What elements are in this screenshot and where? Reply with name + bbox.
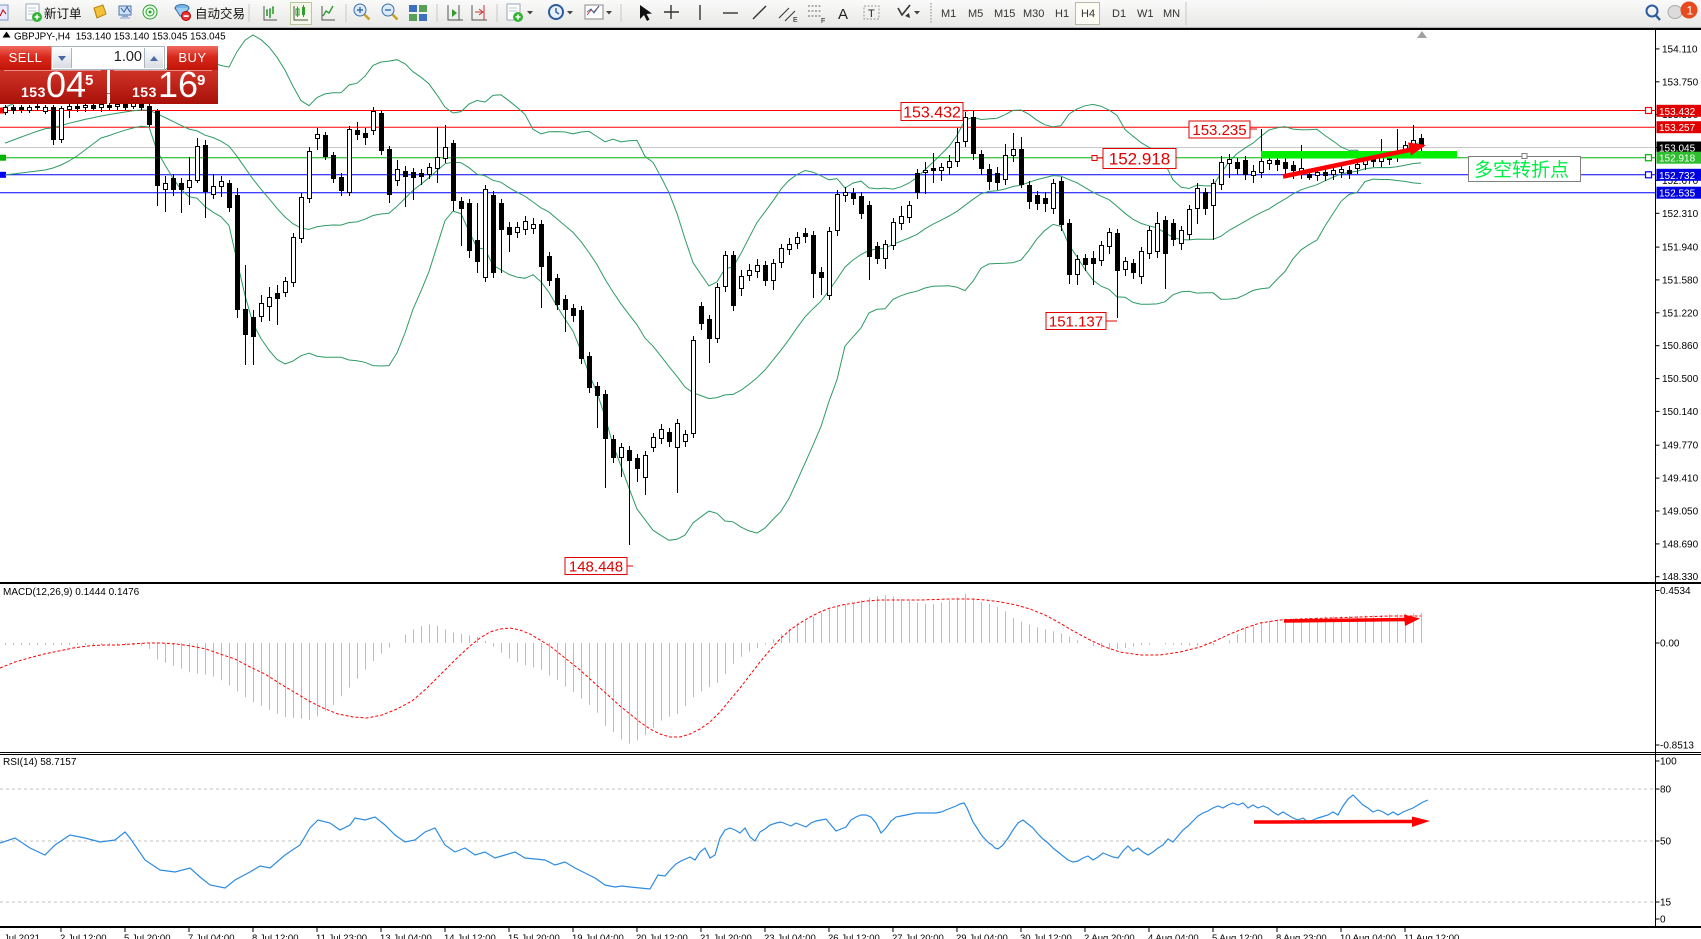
- svg-text:20 Jul 12:00: 20 Jul 12:00: [636, 933, 688, 939]
- svg-text:-0.8513: -0.8513: [1660, 741, 1694, 752]
- svg-text:A: A: [838, 6, 848, 23]
- svg-text:0.00: 0.00: [1660, 639, 1680, 650]
- svg-text:149.050: 149.050: [1662, 507, 1699, 518]
- svg-text:148.690: 148.690: [1662, 539, 1699, 550]
- svg-text:M15: M15: [994, 8, 1015, 20]
- svg-text:150.860: 150.860: [1662, 341, 1699, 352]
- svg-text:2 Aug 20:00: 2 Aug 20:00: [1084, 933, 1135, 939]
- svg-text:14 Jul 12:00: 14 Jul 12:00: [444, 933, 496, 939]
- svg-text:148.448: 148.448: [569, 558, 623, 575]
- svg-text:30 Jul 12:00: 30 Jul 12:00: [1020, 933, 1072, 939]
- svg-text:152.732: 152.732: [1659, 171, 1696, 182]
- svg-text:5 Aug 12:00: 5 Aug 12:00: [1212, 933, 1263, 939]
- svg-text:11 Jul 23:00: 11 Jul 23:00: [316, 933, 367, 939]
- svg-text:151.580: 151.580: [1662, 275, 1699, 286]
- svg-text:153.432: 153.432: [1659, 107, 1696, 118]
- svg-text:F: F: [821, 18, 825, 25]
- svg-text:新订单: 新订单: [44, 6, 82, 21]
- svg-text:7 Jul 04:00: 7 Jul 04:00: [188, 933, 234, 939]
- svg-text:11 Aug 12:00: 11 Aug 12:00: [1404, 933, 1459, 939]
- svg-text:自动交易: 自动交易: [195, 6, 245, 21]
- svg-text:19 Jul 04:00: 19 Jul 04:00: [572, 933, 624, 939]
- svg-text:M5: M5: [968, 8, 983, 20]
- svg-text:148.330: 148.330: [1662, 572, 1699, 583]
- svg-text:154.110: 154.110: [1662, 44, 1698, 55]
- svg-text:152.918: 152.918: [1109, 150, 1170, 169]
- svg-text:4 Aug 04:00: 4 Aug 04:00: [1148, 933, 1199, 939]
- svg-text:151.940: 151.940: [1662, 243, 1699, 254]
- svg-text:80: 80: [1660, 785, 1672, 796]
- svg-text:21 Jul 20:00: 21 Jul 20:00: [700, 933, 752, 939]
- svg-text:10 Aug 04:00: 10 Aug 04:00: [1340, 933, 1396, 939]
- svg-text:149.770: 149.770: [1662, 441, 1699, 452]
- svg-text:1: 1: [1687, 4, 1694, 18]
- svg-text:Jul 2021: Jul 2021: [4, 933, 40, 939]
- svg-text:15: 15: [1660, 898, 1672, 909]
- svg-text:MACD(12,26,9) 0.1444 0.1476: MACD(12,26,9) 0.1444 0.1476: [3, 587, 140, 598]
- svg-text:5 Jul 20:00: 5 Jul 20:00: [124, 933, 170, 939]
- svg-text:13 Jul 04:00: 13 Jul 04:00: [380, 933, 432, 939]
- svg-text:50: 50: [1660, 837, 1672, 848]
- svg-text:8 Aug 23:00: 8 Aug 23:00: [1276, 933, 1327, 939]
- svg-text:150.140: 150.140: [1662, 407, 1699, 418]
- svg-text:H1: H1: [1055, 8, 1069, 20]
- svg-text:26 Jul 12:00: 26 Jul 12:00: [828, 933, 880, 939]
- svg-text:多空转折点: 多空转折点: [1474, 159, 1569, 181]
- svg-text:W1: W1: [1137, 8, 1154, 20]
- svg-text:152.535: 152.535: [1659, 189, 1696, 200]
- svg-text:100: 100: [1660, 757, 1677, 768]
- svg-text:153.750: 153.750: [1662, 77, 1699, 88]
- svg-text:GBPJPY-,H4 153.140 153.140 15: GBPJPY-,H4 153.140 153.140 153.045 153.0…: [14, 32, 226, 43]
- svg-text:27 Jul 20:00: 27 Jul 20:00: [892, 933, 944, 939]
- svg-text:151.220: 151.220: [1662, 308, 1699, 319]
- svg-text:23 Jul 04:00: 23 Jul 04:00: [764, 933, 816, 939]
- svg-text:15 Jul 20:00: 15 Jul 20:00: [508, 933, 560, 939]
- svg-text:153.235: 153.235: [1192, 122, 1246, 139]
- svg-text:M30: M30: [1023, 8, 1044, 20]
- svg-text:149.410: 149.410: [1662, 474, 1699, 485]
- svg-text:151.137: 151.137: [1049, 313, 1103, 330]
- svg-text:153.432: 153.432: [903, 104, 961, 121]
- svg-text:0: 0: [1660, 915, 1666, 926]
- svg-text:152.670: 152.670: [1662, 176, 1699, 187]
- svg-text:RSI(14) 58.7157: RSI(14) 58.7157: [3, 757, 77, 768]
- svg-text:D1: D1: [1112, 8, 1126, 20]
- svg-text:T: T: [868, 8, 875, 20]
- svg-text:MN: MN: [1163, 8, 1180, 20]
- svg-text:0.4534: 0.4534: [1660, 586, 1691, 597]
- svg-text:H4: H4: [1081, 8, 1095, 20]
- svg-text:152.918: 152.918: [1659, 154, 1696, 165]
- svg-text:E: E: [793, 17, 798, 24]
- svg-text:153.257: 153.257: [1659, 123, 1696, 134]
- svg-text:152.310: 152.310: [1662, 209, 1699, 220]
- svg-text:M1: M1: [941, 8, 956, 20]
- svg-text:29 Jul 04:00: 29 Jul 04:00: [956, 933, 1008, 939]
- svg-text:153.045: 153.045: [1659, 144, 1696, 155]
- svg-text:2 Jul 12:00: 2 Jul 12:00: [60, 933, 106, 939]
- svg-text:8 Jul 12:00: 8 Jul 12:00: [252, 933, 298, 939]
- svg-text:150.500: 150.500: [1662, 374, 1699, 385]
